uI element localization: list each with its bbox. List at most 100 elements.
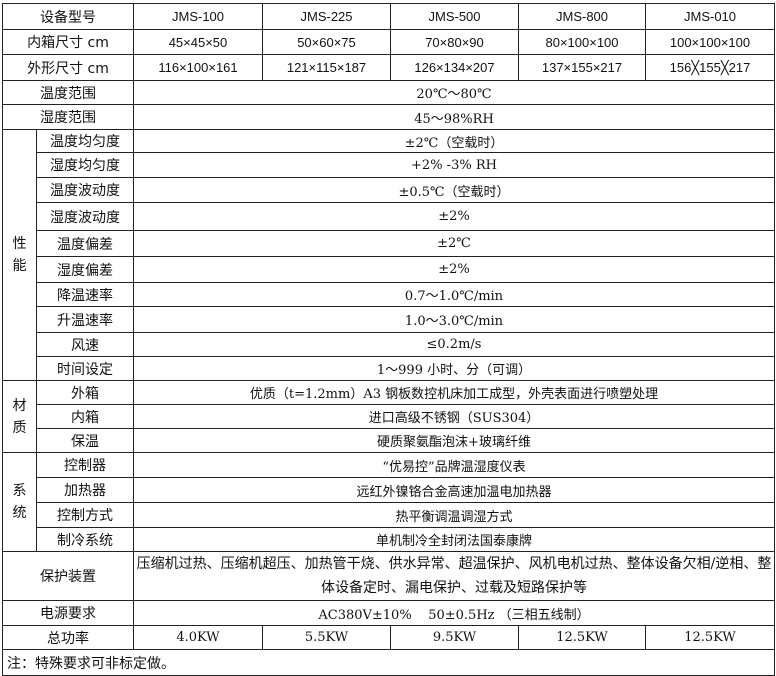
outer-size-value: 137×155×217: [518, 54, 646, 81]
total-power-value: 12.5KW: [645, 625, 775, 650]
outer-size-value: 156╳155╳217: [645, 54, 775, 81]
inner-size-value: 70×80×90: [390, 29, 519, 55]
row-label: 保温: [36, 428, 134, 453]
row-label: 电源要求: [2, 600, 134, 626]
table-row: 保护装置 压缩机过热、压缩机超压、加热管干烧、供水异常、超温保护、风机电机过热、整…: [2, 551, 775, 601]
row-label: 温度偏差: [36, 230, 134, 257]
temp-range-value: 20℃～80℃: [133, 80, 775, 105]
outer-size-value: 116×100×161: [133, 54, 263, 81]
performance-group-label: 性能: [2, 129, 37, 381]
table-row: 湿度均匀度 +2% -3% RH: [3, 152, 775, 178]
model-name: JMS-800: [518, 3, 646, 30]
row-value: ±2℃（空载时）: [133, 129, 775, 153]
table-row: 湿度波动度 ±2%: [3, 202, 775, 231]
row-label: 湿度偏差: [36, 256, 134, 283]
total-power-value: 4.0KW: [133, 625, 263, 650]
row-label: 控制方式: [36, 502, 134, 528]
row-label: 温度范围: [2, 80, 134, 105]
row-value: 1～999 小时、分（可调）: [133, 356, 775, 381]
row-label: 保护装置: [2, 551, 134, 601]
inner-size-value: 100×100×100: [645, 29, 775, 55]
model-name: JMS-500: [390, 3, 519, 30]
inner-size-value: 50×60×75: [262, 29, 391, 55]
row-label: 湿度波动度: [36, 202, 134, 231]
table-row: 注：特殊要求可非标定做。: [2, 649, 775, 676]
total-power-value: 12.5KW: [518, 625, 646, 650]
row-label: 时间设定: [36, 356, 134, 381]
model-name: JMS-225: [262, 3, 391, 30]
table-row: 湿度范围 45～98%RH: [2, 104, 775, 130]
row-label: 设备型号: [2, 3, 134, 30]
table-row: 电源要求 AC380V±10% 50±0.5Hz （三相五线制）: [2, 600, 775, 626]
row-label: 升温速率: [36, 306, 134, 333]
table-row: 系统 控制器 “优易控”品牌温湿度仪表: [2, 452, 775, 552]
table-row: 降温速率 0.7～1.0℃/min: [3, 282, 775, 307]
row-value: ±2%: [133, 202, 775, 231]
table-row: 总功率 4.0KW 5.5KW 9.5KW 12.5KW 12.5KW: [2, 625, 775, 650]
table-row: 制冷系统 单机制冷全封闭法国泰康牌: [3, 527, 775, 552]
group-label: 材质: [12, 397, 27, 436]
row-label: 外形尺寸 cm: [2, 54, 134, 81]
model-name: JMS-010: [645, 3, 775, 30]
row-label: 控制器: [36, 452, 134, 478]
row-value: ≤0.2m/s: [133, 332, 775, 357]
table-row: 温度范围 20℃～80℃: [2, 80, 775, 105]
table-row: 控制方式 热平衡调温调湿方式: [3, 502, 775, 528]
table-row: 设备型号 JMS-100 JMS-225 JMS-500 JMS-800 JMS-010: [2, 3, 775, 30]
row-label: 内箱尺寸 cm: [2, 29, 134, 55]
group-label: 性能: [12, 236, 27, 274]
table-row: 温度波动度 ±0.5℃（空载时）: [3, 177, 775, 203]
row-value: 远红外镍铬合金高速加温电加热器: [133, 477, 775, 503]
row-label: 总功率: [2, 625, 134, 650]
row-value: 0.7～1.0℃/min: [133, 282, 775, 307]
row-label: 湿度范围: [2, 104, 134, 130]
spec-table: 设备型号 JMS-100 JMS-225 JMS-500 JMS-800 JMS-010 内…: [2, 3, 775, 676]
row-label: 制冷系统: [36, 527, 134, 552]
table-row: 加热器 远红外镍铬合金高速加温电加热器: [3, 477, 775, 503]
model-name: JMS-100: [133, 3, 263, 30]
table-row: 内箱 进口高级不锈钢（SUS304）: [3, 404, 775, 429]
power-req-value: AC380V±10% 50±0.5Hz （三相五线制）: [133, 600, 775, 626]
table-row: 温度偏差 ±2℃: [3, 230, 775, 257]
row-value: +2% -3% RH: [133, 152, 775, 178]
table-row: 性能 温度均匀度 ±2℃（空载时）: [2, 129, 775, 381]
group-label: 系统: [12, 483, 27, 521]
inner-size-value: 45×45×50: [133, 29, 263, 55]
row-label: 温度均匀度: [36, 129, 134, 153]
outer-size-value: 126×134×207: [390, 54, 519, 81]
row-label: 降温速率: [36, 282, 134, 307]
row-value: ±2%: [133, 256, 775, 283]
row-value: 单机制冷全封闭法国泰康牌: [133, 527, 775, 552]
row-label: 湿度均匀度: [36, 152, 134, 178]
row-value: 硬质聚氨酯泡沫+玻璃纤维: [133, 428, 775, 453]
row-value: 优质（t=1.2mm）A3 钢板数控机床加工成型，外壳表面进行喷塑处理: [133, 380, 775, 405]
table-row: 风速 ≤0.2m/s: [3, 332, 775, 357]
row-label: 加热器: [36, 477, 134, 503]
row-value: “优易控”品牌温湿度仪表: [133, 452, 775, 478]
table-row: 时间设定 1～999 小时、分（可调）: [3, 356, 775, 381]
row-value: 热平衡调温调湿方式: [133, 502, 775, 528]
protection-value: 压缩机过热、压缩机超压、加热管干烧、供水异常、超温保护、风机电机过热、整体设备欠…: [133, 551, 775, 601]
total-power-value: 5.5KW: [262, 625, 391, 650]
row-value: ±2℃: [133, 230, 775, 257]
inner-size-value: 80×100×100: [518, 29, 646, 55]
total-power-value: 9.5KW: [390, 625, 519, 650]
row-label: 外箱: [36, 380, 134, 405]
table-row: 外形尺寸 cm 116×100×161 121×115×187 126×134×207…: [2, 54, 775, 81]
table-row: 升温速率 1.0～3.0℃/min: [3, 306, 775, 333]
note-text: 注：特殊要求可非标定做。: [2, 649, 775, 676]
table-row: 材质 外箱 优质（t=1.2mm）A3 钢板数控机床加工成型，外壳表面进行喷塑处理: [2, 380, 775, 453]
row-value: ±0.5℃（空载时）: [133, 177, 775, 203]
row-value: 进口高级不锈钢（SUS304）: [133, 404, 775, 429]
table-row: 湿度偏差 ±2%: [3, 256, 775, 283]
row-label: 内箱: [36, 404, 134, 429]
row-value: 1.0～3.0℃/min: [133, 306, 775, 333]
system-group-label: 系统: [2, 452, 37, 552]
table-row: 内箱尺寸 cm 45×45×50 50×60×75 70×80×90 80×100×10…: [2, 29, 775, 55]
material-group-label: 材质: [2, 380, 37, 453]
table-row: 保温 硬质聚氨酯泡沫+玻璃纤维: [3, 428, 775, 453]
row-label: 风速: [36, 332, 134, 357]
row-label: 温度波动度: [36, 177, 134, 203]
humid-range-value: 45～98%RH: [133, 104, 775, 130]
outer-size-value: 121×115×187: [262, 54, 391, 81]
